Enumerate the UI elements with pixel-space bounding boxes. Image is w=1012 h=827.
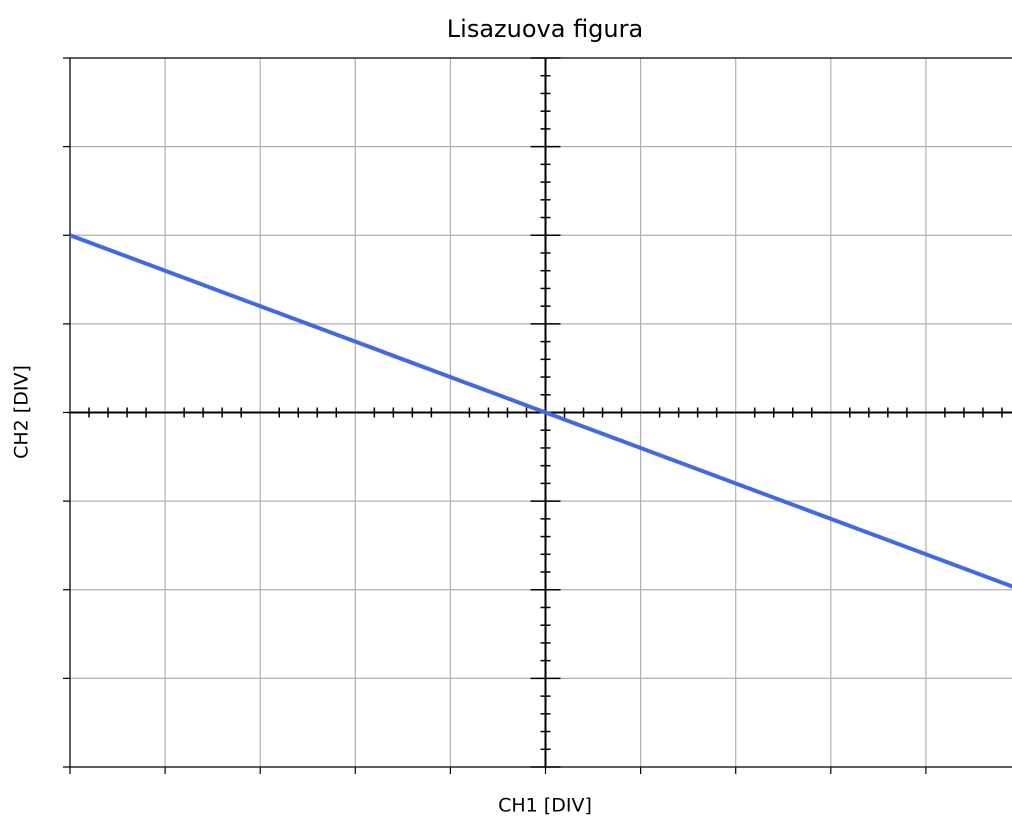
series-line <box>69 233 1012 589</box>
y-axis-label: CH2 [DIV] <box>11 365 33 459</box>
x-axis-label: CH1 [DIV] <box>498 795 592 817</box>
chart-title: Lisazuova figura <box>447 15 643 43</box>
